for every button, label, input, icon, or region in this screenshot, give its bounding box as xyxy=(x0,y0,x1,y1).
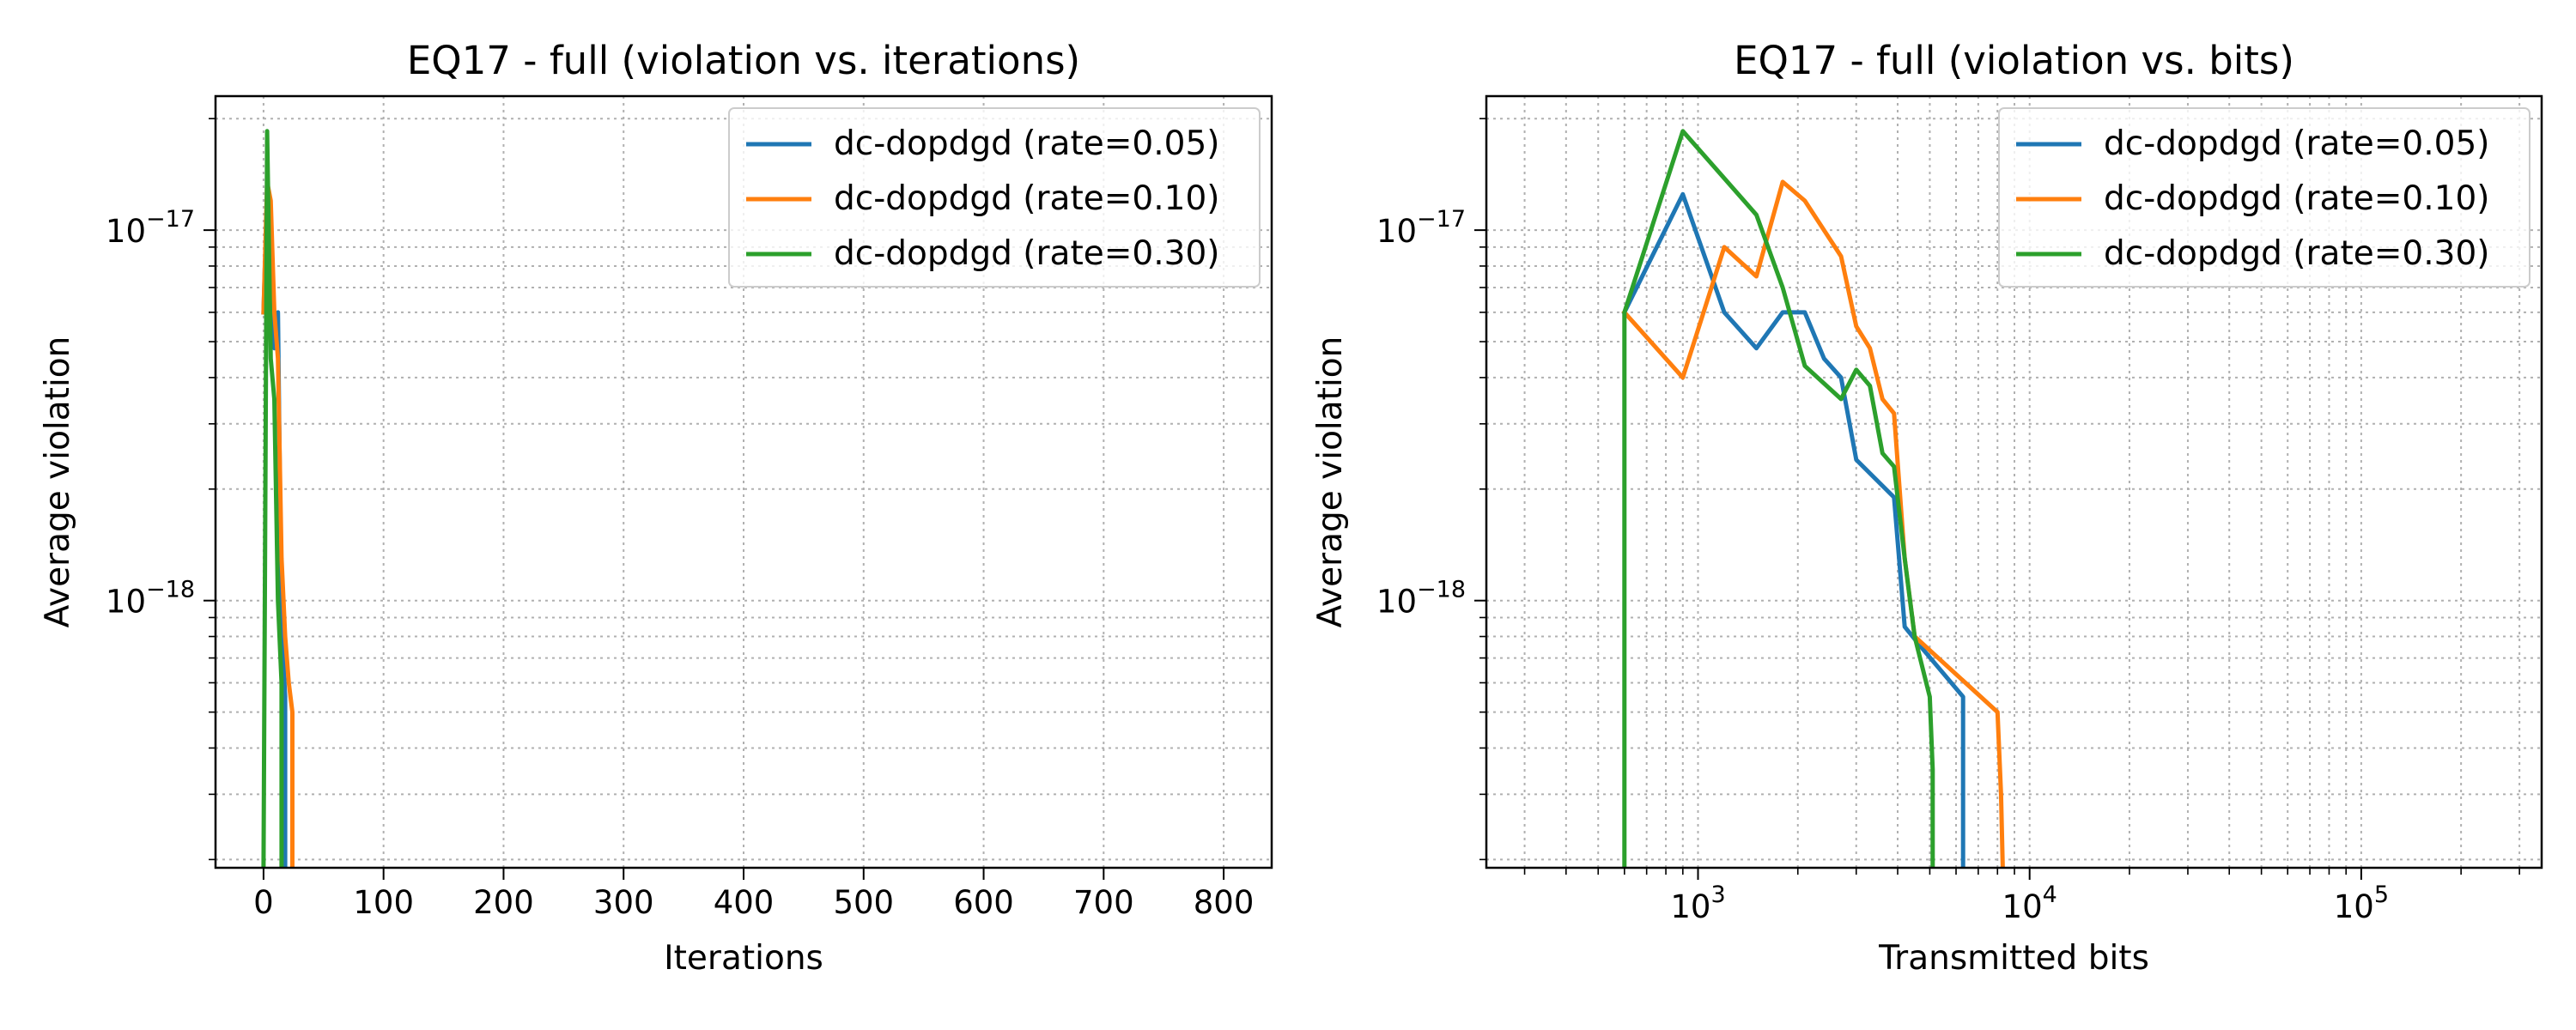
legend-item: dc-dopdgd (rate=0.05) xyxy=(2016,124,2489,163)
x-tick-label: 400 xyxy=(714,884,775,921)
plot-frame xyxy=(1485,94,2543,869)
x-tick-exponent: 4 xyxy=(2043,882,2057,908)
y-tick-label: 10−18 xyxy=(1376,577,1466,621)
legend-box xyxy=(728,107,1261,288)
x-tick-label: 105 xyxy=(2334,882,2389,925)
legend-label: dc-dopdgd (rate=0.30) xyxy=(2104,234,2489,273)
x-tick-base: 10 xyxy=(2334,888,2374,925)
legend-label: dc-dopdgd (rate=0.10) xyxy=(2104,179,2489,218)
x-tick-label: 500 xyxy=(833,884,894,921)
x-tick-label: 200 xyxy=(473,884,534,921)
legend-item: dc-dopdgd (rate=0.30) xyxy=(2016,234,2489,273)
y-tick-exponent: −17 xyxy=(1417,206,1466,233)
x-tick-label: 104 xyxy=(2002,882,2057,925)
x-tick-label: 100 xyxy=(353,884,414,921)
chart-title: EQ17 - full (violation vs. iterations) xyxy=(407,38,1080,83)
legend-label: dc-dopdgd (rate=0.30) xyxy=(834,234,1219,273)
legend-item: dc-dopdgd (rate=0.10) xyxy=(746,179,1219,218)
x-tick-label: 800 xyxy=(1194,884,1255,921)
series-group xyxy=(1621,129,2005,868)
x-tick-exponent: 5 xyxy=(2374,882,2389,908)
legend-label: dc-dopdgd (rate=0.05) xyxy=(834,124,1219,163)
x-axis-label: Iterations xyxy=(664,939,823,978)
ticks xyxy=(1474,118,2520,880)
y-tick-label: 10−17 xyxy=(1376,206,1466,250)
legend-box xyxy=(1998,107,2530,288)
legend: dc-dopdgd (rate=0.05) dc-dopdgd (rate=0.1… xyxy=(1998,107,2530,288)
legend-label: dc-dopdgd (rate=0.05) xyxy=(2104,124,2489,163)
y-tick-base: 10 xyxy=(106,584,146,621)
y-axis-label: Average violation xyxy=(1311,336,1350,628)
chart-title: EQ17 - full (violation vs. bits) xyxy=(1734,38,2294,83)
x-tick-base: 10 xyxy=(1670,888,1710,925)
x-tick-label: 300 xyxy=(593,884,654,921)
series-line-2 xyxy=(1622,129,1935,868)
y-tick-exponent: −18 xyxy=(1417,577,1466,603)
series-line-1 xyxy=(1621,179,2005,868)
y-tick-base: 10 xyxy=(1376,584,1417,621)
x-tick-label: 0 xyxy=(253,884,274,921)
x-tick-label: 600 xyxy=(953,884,1014,921)
y-axis-label: Average violation xyxy=(39,336,77,628)
y-tick-base: 10 xyxy=(106,213,146,250)
x-tick-exponent: 3 xyxy=(1710,882,1725,908)
y-tick-exponent: −18 xyxy=(146,577,195,603)
legend-item: dc-dopdgd (rate=0.10) xyxy=(2016,179,2489,218)
x-tick-label: 700 xyxy=(1073,884,1134,921)
x-axis-label: Transmitted bits xyxy=(1878,939,2149,978)
y-tick-base: 10 xyxy=(1376,213,1417,250)
y-tick-label: 10−17 xyxy=(106,206,195,250)
legend-label: dc-dopdgd (rate=0.10) xyxy=(834,179,1219,218)
y-tick-exponent: −17 xyxy=(146,206,195,233)
legend-item: dc-dopdgd (rate=0.05) xyxy=(746,124,1219,163)
x-tick-label: 103 xyxy=(1670,882,1725,925)
series-group xyxy=(261,129,295,868)
ticks xyxy=(204,118,1225,880)
plot-frame xyxy=(214,94,1273,869)
legend: dc-dopdgd (rate=0.05) dc-dopdgd (rate=0.1… xyxy=(728,107,1261,288)
y-tick-label: 10−18 xyxy=(106,577,195,621)
x-tick-base: 10 xyxy=(2002,888,2043,925)
legend-item: dc-dopdgd (rate=0.30) xyxy=(746,234,1219,273)
series-line-2 xyxy=(261,129,284,868)
